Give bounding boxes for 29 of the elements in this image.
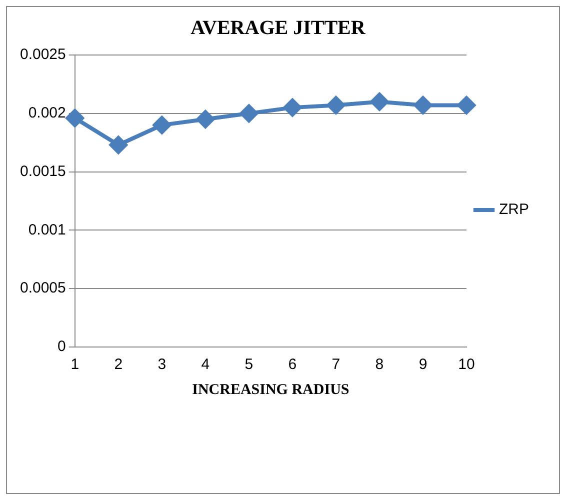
point xyxy=(326,96,345,114)
point xyxy=(66,109,84,128)
y-tick-label: 0.0015 xyxy=(20,162,66,180)
y-tick-label: 0.002 xyxy=(28,104,66,122)
point xyxy=(109,136,128,154)
x-tick-label: 9 xyxy=(418,356,428,374)
x-tick-label: 4 xyxy=(201,356,210,374)
x-tick-label: 5 xyxy=(244,356,254,374)
y-tick-label: 0 xyxy=(58,338,66,356)
y-tick-label: 0.0025 xyxy=(20,46,66,64)
x-tick-label: 8 xyxy=(375,356,384,374)
x-tick-label: 6 xyxy=(288,356,297,374)
x-tick-label: 7 xyxy=(332,356,340,374)
point xyxy=(196,110,214,128)
point xyxy=(152,116,171,134)
point xyxy=(414,96,432,114)
point xyxy=(370,92,388,111)
x-tick-label: 10 xyxy=(458,356,475,374)
x-tick-label: 1 xyxy=(70,356,80,374)
legend-label: ZRP xyxy=(499,201,529,218)
x-axis-title: INCREASING RADIUS xyxy=(192,382,350,398)
chart-title: AVERAGE JITTER xyxy=(190,17,366,40)
point xyxy=(240,104,258,122)
point xyxy=(283,98,302,117)
point xyxy=(458,96,476,114)
x-tick-label: 3 xyxy=(158,356,166,374)
x-tick-label: 2 xyxy=(114,356,123,374)
y-tick-label: 0.001 xyxy=(28,221,66,238)
y-tick-label: 0.0005 xyxy=(20,280,66,297)
